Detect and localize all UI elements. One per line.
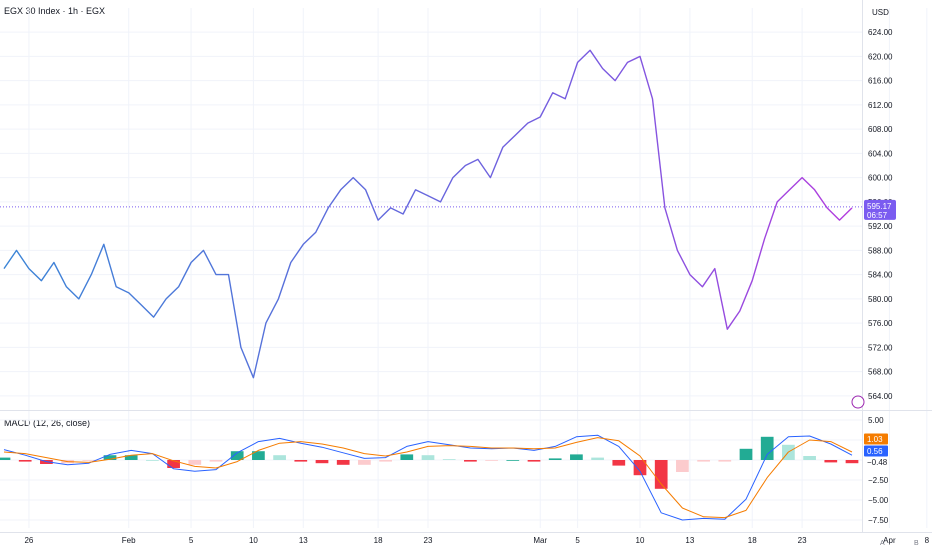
histogram-bar bbox=[612, 460, 626, 466]
histogram-bar bbox=[294, 460, 308, 462]
price-tick-label: 624.00 bbox=[868, 28, 893, 37]
price-tick-label: 616.00 bbox=[868, 77, 893, 86]
histogram-bar bbox=[273, 455, 286, 460]
macd-value-label: 0.56 bbox=[867, 447, 883, 456]
histogram-bar bbox=[230, 451, 244, 460]
histogram-bar bbox=[336, 460, 350, 465]
x-tick-label: 10 bbox=[249, 536, 258, 545]
x-tick-label: 13 bbox=[685, 536, 694, 545]
x-tick-label: 23 bbox=[424, 536, 433, 545]
signal-line bbox=[3, 437, 853, 519]
x-tick-label: 18 bbox=[748, 536, 757, 545]
x-tick-label: 23 bbox=[798, 536, 807, 545]
bar-countdown: 06:57 bbox=[867, 211, 888, 220]
x-tick-label: 10 bbox=[636, 536, 645, 545]
price-tick-label: 588.00 bbox=[868, 246, 893, 255]
histogram-bar bbox=[506, 460, 520, 461]
price-series-line bbox=[3, 49, 853, 379]
x-tick-label: Mar bbox=[533, 536, 547, 545]
price-tick-label: 564.00 bbox=[868, 392, 893, 401]
x-tick-label: 5 bbox=[575, 536, 580, 545]
macd-value-label: −0.48 bbox=[867, 458, 888, 467]
histogram-bar bbox=[124, 455, 138, 460]
histogram-bar bbox=[18, 460, 32, 462]
histogram-bar bbox=[527, 460, 541, 462]
currency-label[interactable]: USD bbox=[872, 8, 889, 17]
price-tick-label: 604.00 bbox=[868, 149, 893, 158]
histogram-bar bbox=[82, 460, 96, 461]
price-tick-label: 592.00 bbox=[868, 222, 893, 231]
macd-tick-label: −5.00 bbox=[868, 496, 889, 505]
histogram-bar bbox=[548, 458, 562, 460]
histogram-bar bbox=[697, 460, 710, 462]
histogram-bar bbox=[188, 460, 202, 465]
chart-title: EGX 30 Index · 1h · EGX bbox=[4, 6, 106, 16]
histogram-bar bbox=[464, 460, 477, 462]
series-lines bbox=[0, 49, 862, 521]
histogram-bar bbox=[676, 460, 689, 472]
macd-line bbox=[3, 434, 853, 521]
price-tick-label: 568.00 bbox=[868, 368, 893, 377]
x-tick-label: 26 bbox=[24, 536, 33, 545]
x-tick-label: Apr bbox=[883, 536, 896, 545]
log-scale-button[interactable]: B bbox=[914, 540, 919, 547]
gridlines bbox=[0, 0, 932, 533]
histogram-bar bbox=[167, 460, 180, 468]
histogram-bar bbox=[421, 455, 435, 460]
macd-histogram bbox=[0, 436, 859, 489]
macd-value-label: 1.03 bbox=[867, 435, 883, 444]
histogram-bar bbox=[103, 455, 117, 460]
histogram-bar bbox=[654, 460, 668, 489]
histogram-bar bbox=[633, 460, 647, 476]
x-tick-label: 5 bbox=[189, 536, 194, 545]
histogram-bar bbox=[0, 457, 11, 460]
histogram-bar bbox=[760, 436, 774, 460]
histogram-bar bbox=[358, 460, 371, 465]
histogram-bar bbox=[315, 460, 329, 464]
x-tick-label: 13 bbox=[299, 536, 308, 545]
auto-scale-button[interactable]: A bbox=[880, 540, 885, 547]
x-tick-label: 18 bbox=[374, 536, 383, 545]
histogram-bar bbox=[209, 460, 223, 462]
price-tick-label: 576.00 bbox=[868, 319, 893, 328]
histogram-bar bbox=[718, 460, 732, 462]
macd-tick-label: −7.50 bbox=[868, 516, 889, 525]
x-tick-label: Feb bbox=[122, 536, 136, 545]
histogram-bar bbox=[591, 457, 604, 460]
histogram-bar bbox=[400, 454, 414, 460]
histogram-bar bbox=[485, 460, 498, 461]
price-tick-label: 620.00 bbox=[868, 52, 893, 61]
histogram-bar bbox=[379, 460, 392, 462]
histogram-bar bbox=[803, 456, 816, 460]
macd-tick-label: −2.50 bbox=[868, 476, 889, 485]
histogram-bar bbox=[739, 448, 753, 460]
price-tick-label: 572.00 bbox=[868, 343, 893, 352]
price-tick-label: 580.00 bbox=[868, 295, 893, 304]
last-price-tag bbox=[864, 199, 896, 220]
alert-icon bbox=[851, 395, 865, 409]
macd-indicator-title[interactable]: MACD (12, 26, close) bbox=[4, 418, 91, 428]
x-tick-label: 8 bbox=[925, 536, 930, 545]
price-tick-label: 608.00 bbox=[868, 125, 893, 134]
last-price-value: 595.17 bbox=[867, 202, 892, 211]
price-tick-label: 612.00 bbox=[868, 101, 893, 110]
histogram-bar bbox=[252, 451, 265, 460]
price-tick-label: 584.00 bbox=[868, 271, 893, 280]
axes: 26Feb510131823Mar510131823Apr81316564.00… bbox=[24, 28, 930, 547]
macd-value-tag bbox=[864, 456, 888, 468]
macd-value-tag bbox=[864, 445, 888, 457]
macd-tick-label: 5.00 bbox=[868, 416, 884, 425]
histogram-bar bbox=[442, 459, 456, 460]
histogram-bar bbox=[570, 454, 583, 460]
price-tick-label: 600.00 bbox=[868, 174, 893, 183]
histogram-bar bbox=[146, 460, 159, 461]
histogram-bar bbox=[824, 460, 838, 463]
histogram-bar bbox=[845, 460, 859, 464]
macd-value-tag bbox=[864, 433, 888, 445]
